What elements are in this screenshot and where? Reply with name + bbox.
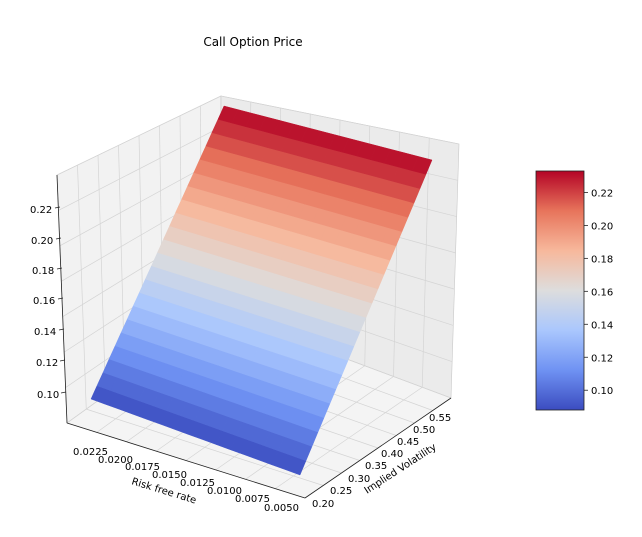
grid-line: [97, 155, 106, 396]
y-tick-label: 0.20: [312, 499, 334, 510]
grid-line: [421, 137, 430, 388]
z-tick-mark: [54, 206, 61, 209]
colorbar-tick-label: 0.22: [591, 188, 613, 199]
colorbar-tick-label: 0.10: [591, 386, 613, 397]
z-tick-label: 0.22: [30, 205, 52, 216]
colorbar-tick-label: 0.16: [591, 287, 613, 298]
z-tick-mark: [57, 297, 64, 300]
x-tick-label: 0.0125: [180, 478, 215, 489]
surface-patch: [411, 156, 433, 175]
colorbar-ticks: 0.10 0.12 0.14 0.16 0.18 0.20 0.22: [584, 188, 613, 397]
z-tick-label: 0.18: [32, 266, 54, 277]
x-axis-line: [66, 422, 306, 499]
x-tick-label: 0.0050: [264, 503, 299, 514]
y-tick-label: 0.50: [413, 425, 435, 436]
z-tick-mark: [58, 328, 65, 331]
chart-title: Call Option Price: [203, 35, 302, 49]
z-tick-label: 0.10: [37, 390, 59, 401]
z-tick-mark: [56, 267, 63, 270]
y-axis-line: [304, 397, 452, 499]
axis-edges: [56, 174, 452, 499]
z-tick-label: 0.14: [34, 327, 56, 338]
z-tick-label: 0.12: [36, 358, 58, 369]
x-tick-label: 0.0150: [152, 470, 187, 481]
y-tick-label: 0.45: [397, 437, 419, 448]
colorbar-tick-label: 0.20: [591, 221, 613, 232]
z-tick-label: 0.16: [33, 296, 55, 307]
y-tick-label: 0.30: [348, 474, 370, 485]
colorbar-tick-label: 0.14: [591, 320, 613, 331]
colorbar-gradient: [535, 170, 585, 411]
x-tick-label: 0.0225: [73, 447, 108, 458]
surface: [90, 105, 433, 476]
x-tick-label: 0.0075: [235, 494, 270, 505]
z-axis-ticks: 0.10 0.12 0.14 0.16 0.18 0.20 0.22: [30, 205, 67, 401]
y-tick-label: 0.35: [365, 461, 387, 472]
colorbar-tick-label: 0.18: [591, 254, 613, 265]
x-tick-label: 0.0200: [98, 455, 133, 466]
grid-line: [77, 165, 87, 410]
z-tick-label: 0.20: [31, 236, 53, 247]
z-tick-mark: [60, 391, 67, 394]
colorbar-tick-label: 0.12: [591, 353, 613, 364]
y-tick-label: 0.40: [381, 449, 403, 460]
y-tick-label: 0.55: [429, 413, 451, 424]
y-tick-label: 0.25: [330, 486, 352, 497]
x-tick-label: 0.0175: [125, 462, 160, 473]
z-axis-line: [56, 174, 68, 424]
x-tick-label: 0.0100: [207, 486, 242, 497]
z-tick-mark: [59, 359, 66, 362]
z-tick-mark: [55, 237, 62, 240]
colorbar: 0.10 0.12 0.14 0.16 0.18 0.20 0.22: [535, 170, 613, 411]
